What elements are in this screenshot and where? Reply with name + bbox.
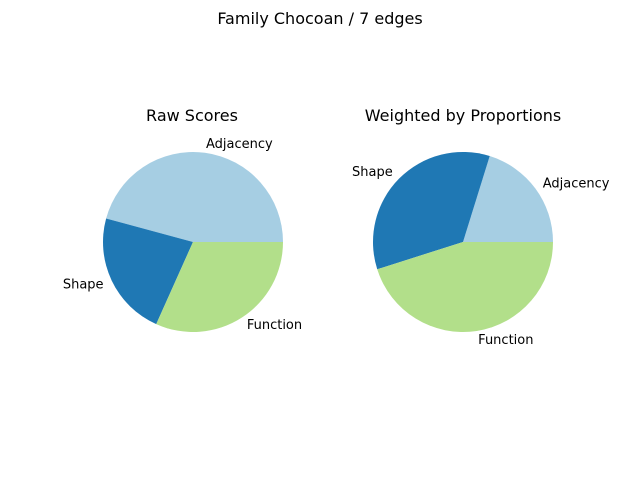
slice-label-shape: Shape [352,165,393,180]
figure-suptitle: Family Chocoan / 7 edges [217,9,422,28]
slice-label-function: Function [478,333,533,348]
pie-chart-raw-scores: Raw Scores Adjacency Shape Function [63,106,302,333]
pie-slice-shape [372,151,490,270]
pie-slice-shape [103,218,193,325]
slice-label-shape: Shape [63,277,104,292]
chart-title: Weighted by Proportions [365,106,561,125]
pie-chart-weighted: Weighted by Proportions Adjacency Shape Fu… [352,106,610,348]
slice-label-function: Function [247,318,302,333]
slice-label-adjacency: Adjacency [543,176,610,191]
pie-slice-function [377,242,553,333]
slice-label-adjacency: Adjacency [206,137,273,152]
pie-slice-function [156,242,283,332]
pie-slice-adjacency [463,156,553,242]
chart-title: Raw Scores [146,106,238,125]
pie-slice-adjacency [106,152,284,242]
